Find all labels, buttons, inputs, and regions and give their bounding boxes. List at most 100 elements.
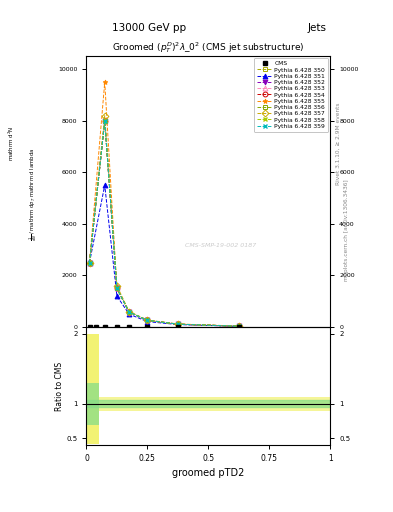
Pythia 6.428 359 [87,260,92,266]
Pythia 6.428 351 [175,322,180,328]
Text: mathrm d$^2$N: mathrm d$^2$N [7,125,17,161]
Line: Pythia 6.428 359: Pythia 6.428 359 [87,119,241,328]
Line: CMS: CMS [88,325,241,329]
CMS [87,324,92,330]
X-axis label: groomed pTD2: groomed pTD2 [172,467,244,478]
Pythia 6.428 356 [127,309,132,315]
Pythia 6.428 353 [145,317,150,324]
Pythia 6.428 352 [127,309,132,315]
Pythia 6.428 350 [127,309,132,315]
Pythia 6.428 356 [87,260,92,266]
Text: mcplots.cern.ch [arXiv:1306.3436]: mcplots.cern.ch [arXiv:1306.3436] [344,180,349,281]
Y-axis label: Ratio to CMS: Ratio to CMS [55,361,64,411]
Bar [86,383,99,424]
Text: Rivet 3.1.10, ≥ 2.9M events: Rivet 3.1.10, ≥ 2.9M events [336,102,341,185]
Pythia 6.428 351 [102,182,107,188]
Pythia 6.428 358 [175,321,180,327]
Pythia 6.428 356 [145,317,150,324]
Pythia 6.428 353 [237,323,241,329]
Pythia 6.428 353 [175,321,180,327]
Pythia 6.428 354 [145,317,150,324]
Pythia 6.428 351 [127,311,132,317]
Pythia 6.428 357 [175,321,180,327]
Line: Pythia 6.428 352: Pythia 6.428 352 [87,118,241,329]
Pythia 6.428 352 [145,317,150,324]
CMS [237,324,241,330]
Pythia 6.428 352 [115,285,119,291]
Pythia 6.428 350 [145,317,150,324]
Line: Pythia 6.428 350: Pythia 6.428 350 [87,118,241,329]
Line: Pythia 6.428 358: Pythia 6.428 358 [87,119,241,328]
Pythia 6.428 359 [175,321,180,327]
Pythia 6.428 352 [237,323,241,329]
Pythia 6.428 359 [115,285,119,291]
Pythia 6.428 355 [237,323,241,329]
Pythia 6.428 358 [237,323,241,329]
CMS [115,324,119,330]
Pythia 6.428 350 [87,260,92,266]
Pythia 6.428 352 [175,321,180,327]
Text: 13000 GeV pp: 13000 GeV pp [112,23,186,33]
Pythia 6.428 355 [115,285,119,291]
Pythia 6.428 357 [145,317,150,323]
Pythia 6.428 355 [127,309,132,315]
Pythia 6.428 357 [127,308,132,314]
Line: Pythia 6.428 353: Pythia 6.428 353 [87,118,241,329]
Pythia 6.428 359 [145,317,150,324]
CMS [94,324,99,330]
Pythia 6.428 354 [127,309,132,315]
Legend: CMS, Pythia 6.428 350, Pythia 6.428 351, Pythia 6.428 352, Pythia 6.428 353, Pyt: CMS, Pythia 6.428 350, Pythia 6.428 351,… [254,58,328,132]
Bar [99,397,330,411]
Bar [86,334,99,444]
Pythia 6.428 351 [87,260,92,266]
Text: Jets: Jets [307,23,326,33]
Pythia 6.428 358 [115,285,119,291]
Line: Pythia 6.428 355: Pythia 6.428 355 [87,80,241,329]
Pythia 6.428 350 [102,118,107,124]
Pythia 6.428 356 [175,321,180,327]
Pythia 6.428 354 [175,321,180,327]
Pythia 6.428 357 [115,283,119,289]
Pythia 6.428 350 [115,285,119,291]
Pythia 6.428 355 [175,321,180,327]
Pythia 6.428 357 [87,260,92,266]
Pythia 6.428 359 [102,118,107,124]
Pythia 6.428 355 [87,260,92,266]
Pythia 6.428 350 [175,321,180,327]
Pythia 6.428 353 [115,285,119,291]
Text: $\frac{1}{\mathrm{d}N}$ / mathrm d$p_T$ mathrm d lambda: $\frac{1}{\mathrm{d}N}$ / mathrm d$p_T$ … [28,148,39,241]
Pythia 6.428 358 [102,118,107,124]
Pythia 6.428 353 [127,309,132,315]
Pythia 6.428 353 [102,118,107,124]
Pythia 6.428 356 [115,285,119,291]
Pythia 6.428 354 [237,323,241,329]
CMS [127,324,132,330]
Pythia 6.428 355 [102,79,107,85]
Pythia 6.428 357 [102,113,107,119]
Bar [86,400,330,407]
Pythia 6.428 352 [102,118,107,124]
Pythia 6.428 354 [87,260,92,266]
CMS [175,324,180,330]
Pythia 6.428 355 [145,317,150,324]
Pythia 6.428 356 [237,323,241,329]
Pythia 6.428 358 [127,309,132,315]
Pythia 6.428 353 [87,260,92,266]
Line: Pythia 6.428 357: Pythia 6.428 357 [87,113,241,329]
Pythia 6.428 359 [237,323,241,329]
Pythia 6.428 356 [102,118,107,124]
Pythia 6.428 351 [145,318,150,325]
Pythia 6.428 350 [237,323,241,329]
Pythia 6.428 357 [237,323,241,329]
Pythia 6.428 359 [127,309,132,315]
Pythia 6.428 354 [115,285,119,291]
Line: Pythia 6.428 356: Pythia 6.428 356 [87,118,241,329]
Pythia 6.428 358 [87,260,92,266]
Title: Groomed $(p_T^D)^2\lambda\_0^2$ (CMS jet substructure): Groomed $(p_T^D)^2\lambda\_0^2$ (CMS jet… [112,40,305,55]
Pythia 6.428 351 [115,293,119,299]
Pythia 6.428 358 [145,317,150,324]
Line: Pythia 6.428 351: Pythia 6.428 351 [87,183,241,329]
Pythia 6.428 351 [237,323,241,329]
Line: Pythia 6.428 354: Pythia 6.428 354 [87,118,241,329]
Pythia 6.428 354 [102,118,107,124]
